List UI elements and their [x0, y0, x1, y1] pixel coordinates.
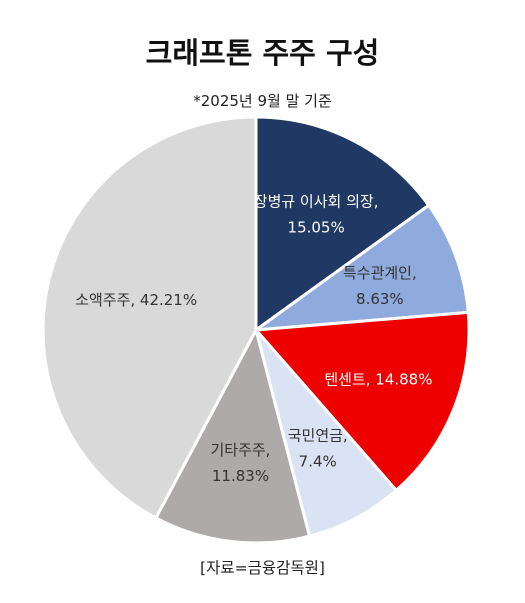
pie-slice-5 — [41, 115, 258, 520]
chart-title-text: 크래프톤 주주 구성 — [145, 36, 380, 70]
pie-slice-2 — [254, 310, 471, 492]
slice-label-2: 텐센트, 14.88% — [324, 371, 432, 389]
slice-label-1: 특수관계인, 8.63% — [343, 264, 417, 308]
slice-label-value: 8.63% — [356, 290, 404, 308]
slice-label-name: 장병규 이사회 의장, — [254, 192, 379, 210]
slice-label-text: 소액주주, 42.21% — [75, 291, 197, 309]
slice-label-name: 기타주주, — [210, 441, 270, 459]
pie-slice-0 — [254, 115, 431, 332]
pie-slice-3 — [254, 328, 398, 538]
source-note: [자료=금융감독원] — [200, 559, 325, 577]
slice-label-value: 7.4% — [299, 453, 337, 471]
pie-slice-1 — [254, 203, 470, 332]
chart-subtitle: *2025년 9월 말 기준 — [193, 92, 332, 110]
slice-label-value: 11.83% — [212, 467, 269, 485]
slice-label-5: 소액주주, 42.21% — [75, 291, 197, 309]
chart-title: 크래프톤 주주 구성 — [141, 30, 384, 72]
pie-slice-4 — [154, 328, 311, 545]
chart-title-wrap: 크래프톤 주주 구성 — [0, 30, 525, 72]
slice-label-name: 국민연금, — [288, 427, 348, 445]
slice-label-text: 텐센트, 14.88% — [324, 371, 432, 389]
slice-label-3: 국민연금, 7.4% — [288, 427, 348, 471]
slice-label-name: 특수관계인, — [343, 264, 417, 282]
slice-label-value: 15.05% — [288, 218, 345, 236]
slice-label-0: 장병규 이사회 의장, 15.05% — [254, 192, 379, 236]
slice-label-4: 기타주주, 11.83% — [210, 441, 270, 485]
